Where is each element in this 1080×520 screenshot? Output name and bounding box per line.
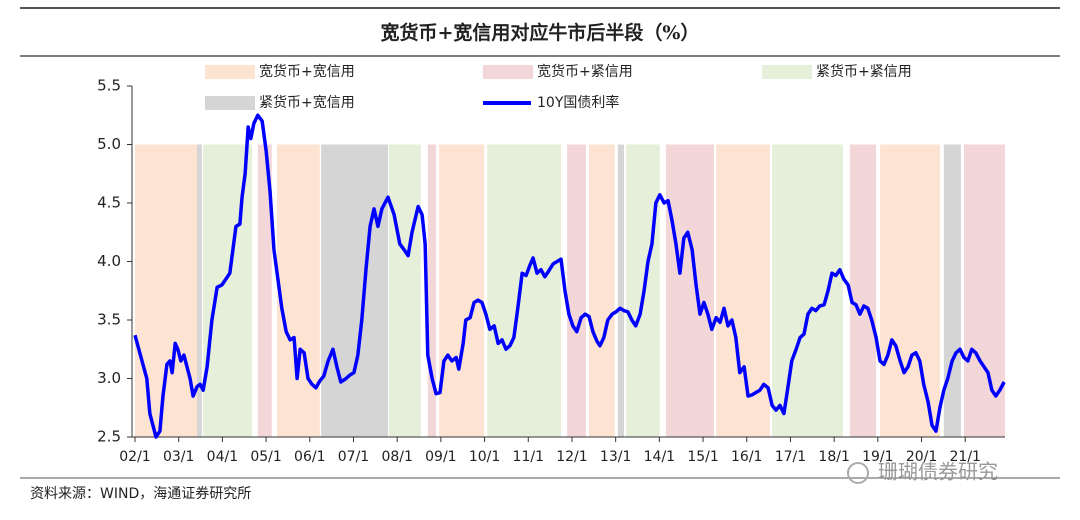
line-series: [133, 113, 1006, 439]
regime-band: [567, 144, 586, 437]
x-tick-label: 05/1: [250, 449, 281, 465]
regime-band: [321, 144, 389, 437]
x-tick-label: 13/1: [600, 449, 631, 465]
legend-swatch: [762, 65, 812, 79]
y-tick-label: 5.0: [97, 135, 121, 153]
legend-label: 宽货币+紧信用: [537, 63, 633, 80]
regime-band: [257, 144, 272, 437]
regime-band: [943, 144, 961, 437]
x-tick-label: 20/1: [906, 449, 937, 465]
regime-band: [197, 144, 202, 437]
x-tick-label: 12/1: [556, 449, 587, 465]
y-tick-label: 4.5: [97, 194, 121, 212]
x-tick-label: 16/1: [731, 449, 762, 465]
regime-band: [617, 144, 624, 437]
legend-swatch: [483, 65, 533, 79]
regime-band: [589, 144, 615, 437]
x-tick-label: 11/1: [513, 449, 544, 465]
legend-label: 紧货币+宽信用: [259, 94, 355, 111]
regime-band: [880, 144, 940, 437]
regime-band: [665, 144, 714, 437]
watermark-icon: [847, 462, 869, 484]
x-tick-label: 04/1: [207, 449, 238, 465]
watermark: 珊瑚债券研究: [878, 460, 998, 484]
legend-label: 10Y国债利率: [537, 94, 619, 111]
x-tick-label: 07/1: [338, 449, 369, 465]
regime-band: [277, 144, 320, 437]
y-tick-label: 5.5: [97, 77, 121, 95]
x-tick-label: 15/1: [687, 449, 718, 465]
x-tick-label: 09/1: [425, 449, 456, 465]
legend-label: 紧货币+紧信用: [816, 63, 912, 80]
regime-band: [427, 144, 437, 437]
x-tick-label: 17/1: [775, 449, 806, 465]
y-tick-label: 3.0: [97, 369, 121, 387]
x-tick-label: 03/1: [163, 449, 194, 465]
x-tick-label: 02/1: [119, 449, 150, 465]
source-note: 资料来源：WIND，海通证券研究所: [30, 486, 251, 502]
y-tick-label: 3.5: [97, 311, 121, 329]
x-tick-label: 08/1: [381, 449, 412, 465]
legend-label: 宽货币+宽信用: [259, 63, 355, 80]
plot-area: 2.5 3.0 3.5 4.0 4.5 5.0 5.5 02/1 03/1 04/1 05/1 06/…: [97, 77, 1006, 465]
x-tick-label: 21/1: [950, 449, 981, 465]
regime-band: [487, 144, 562, 437]
regime-band: [439, 144, 485, 437]
x-tick-label: 14/1: [644, 449, 675, 465]
legend-swatch: [205, 96, 255, 110]
regime-band: [388, 144, 421, 437]
regime-band: [716, 144, 770, 437]
x-tick-label: 10/1: [469, 449, 500, 465]
regime-band: [772, 144, 843, 437]
regime-band: [849, 144, 877, 437]
y-tick-label: 4.0: [97, 252, 121, 270]
y-tick-label: 2.5: [97, 428, 121, 446]
x-tick-label: 19/1: [862, 449, 893, 465]
chart-title: 宽货币+宽信用对应牛市后半段（%）: [381, 21, 700, 44]
regime-band: [135, 144, 198, 437]
regime-band: [963, 144, 1005, 437]
x-tick-label: 18/1: [818, 449, 849, 465]
legend-swatch: [205, 65, 255, 79]
x-tick-label: 06/1: [294, 449, 325, 465]
